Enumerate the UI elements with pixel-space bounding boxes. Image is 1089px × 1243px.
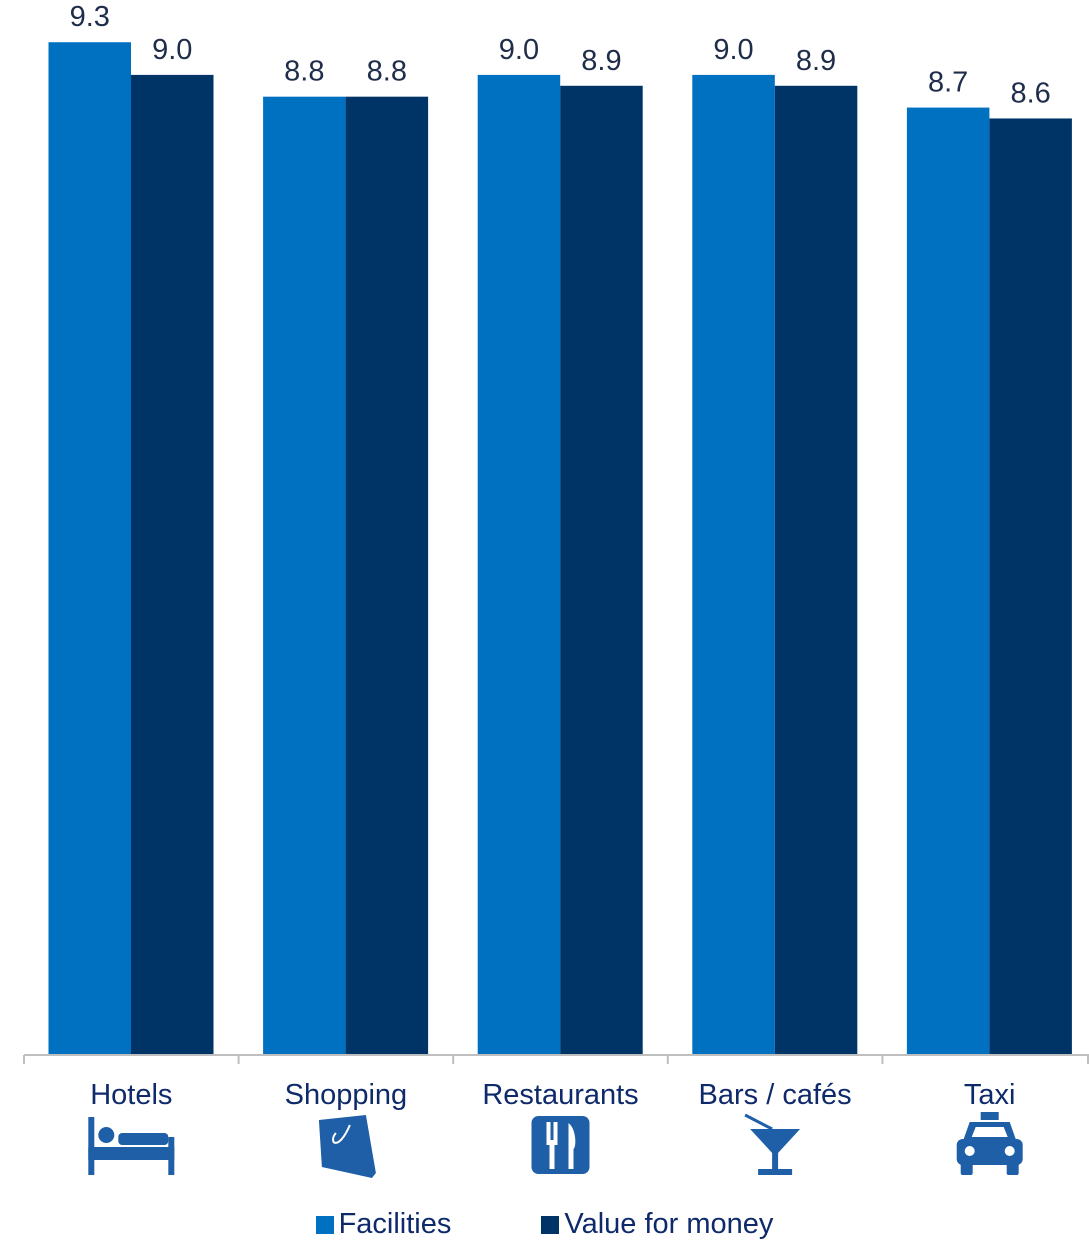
value-label-value-for-money-restaurants: 8.9 bbox=[581, 45, 621, 77]
category-label-restaurants: Restaurants bbox=[482, 1079, 638, 1111]
bar-facilities-taxi bbox=[906, 107, 990, 1055]
legend: Facilities Value for money bbox=[0, 1208, 1089, 1241]
legend-swatch-value-for-money bbox=[541, 1215, 560, 1234]
bar-facilities-shopping bbox=[263, 96, 346, 1056]
value-label-facilities-restaurants: 9.0 bbox=[499, 34, 539, 66]
legend-item-facilities: Facilities bbox=[315, 1208, 452, 1241]
bar-value-for-money-taxi bbox=[989, 118, 1072, 1055]
category-icons-group bbox=[88, 1112, 1023, 1178]
value-label-value-for-money-hotels: 9.0 bbox=[152, 34, 192, 66]
legend-item-value-for-money: Value for money bbox=[541, 1208, 773, 1241]
bar-value-for-money-bars-caf-s bbox=[774, 85, 858, 1056]
value-label-facilities-bars-caf-s: 9.0 bbox=[713, 34, 753, 66]
legend-label-facilities: Facilities bbox=[338, 1208, 452, 1240]
value-labels-group: 9.3 9.0 8.8 8.8 9.0 8.9 9.0 8.9 8.7 8.6 bbox=[70, 1, 1051, 109]
bar-chart: 9.3 9.0 8.8 8.8 9.0 8.9 9.0 8.9 8.7 8.6 Hotels Sho… bbox=[23, 1, 1089, 1178]
bed-icon bbox=[88, 1117, 175, 1175]
cocktail-icon bbox=[744, 1113, 801, 1175]
category-label-hotels: Hotels bbox=[90, 1079, 172, 1111]
bars-group bbox=[48, 42, 1072, 1056]
category-label-bars-caf-s: Bars / cafés bbox=[699, 1079, 852, 1111]
bar-facilities-bars-caf-s bbox=[692, 74, 775, 1055]
bar-facilities-restaurants bbox=[477, 74, 561, 1055]
bar-facilities-hotels bbox=[48, 42, 131, 1056]
bar-value-for-money-hotels bbox=[131, 74, 214, 1055]
shopping-bag-icon bbox=[318, 1115, 376, 1178]
value-label-value-for-money-bars-caf-s: 8.9 bbox=[796, 45, 836, 77]
legend-swatch-facilities bbox=[315, 1215, 334, 1234]
category-label-taxi: Taxi bbox=[964, 1079, 1016, 1111]
category-labels-group: Hotels Shopping Restaurants Bars / cafés Tax… bbox=[90, 1079, 1015, 1111]
bar-value-for-money-restaurants bbox=[560, 85, 643, 1056]
value-label-facilities-taxi: 8.7 bbox=[928, 67, 968, 99]
value-label-facilities-hotels: 9.3 bbox=[70, 1, 110, 33]
legend-label-value-for-money: Value for money bbox=[564, 1208, 774, 1240]
x-axis-ticks bbox=[23, 1055, 1089, 1064]
value-label-value-for-money-shopping: 8.8 bbox=[367, 56, 407, 88]
cutlery-icon bbox=[531, 1116, 590, 1174]
taxi-icon bbox=[956, 1112, 1023, 1175]
value-label-value-for-money-taxi: 8.6 bbox=[1010, 77, 1050, 109]
category-label-shopping: Shopping bbox=[285, 1079, 408, 1111]
value-label-facilities-shopping: 8.8 bbox=[284, 56, 324, 88]
bar-value-for-money-shopping bbox=[345, 96, 429, 1056]
